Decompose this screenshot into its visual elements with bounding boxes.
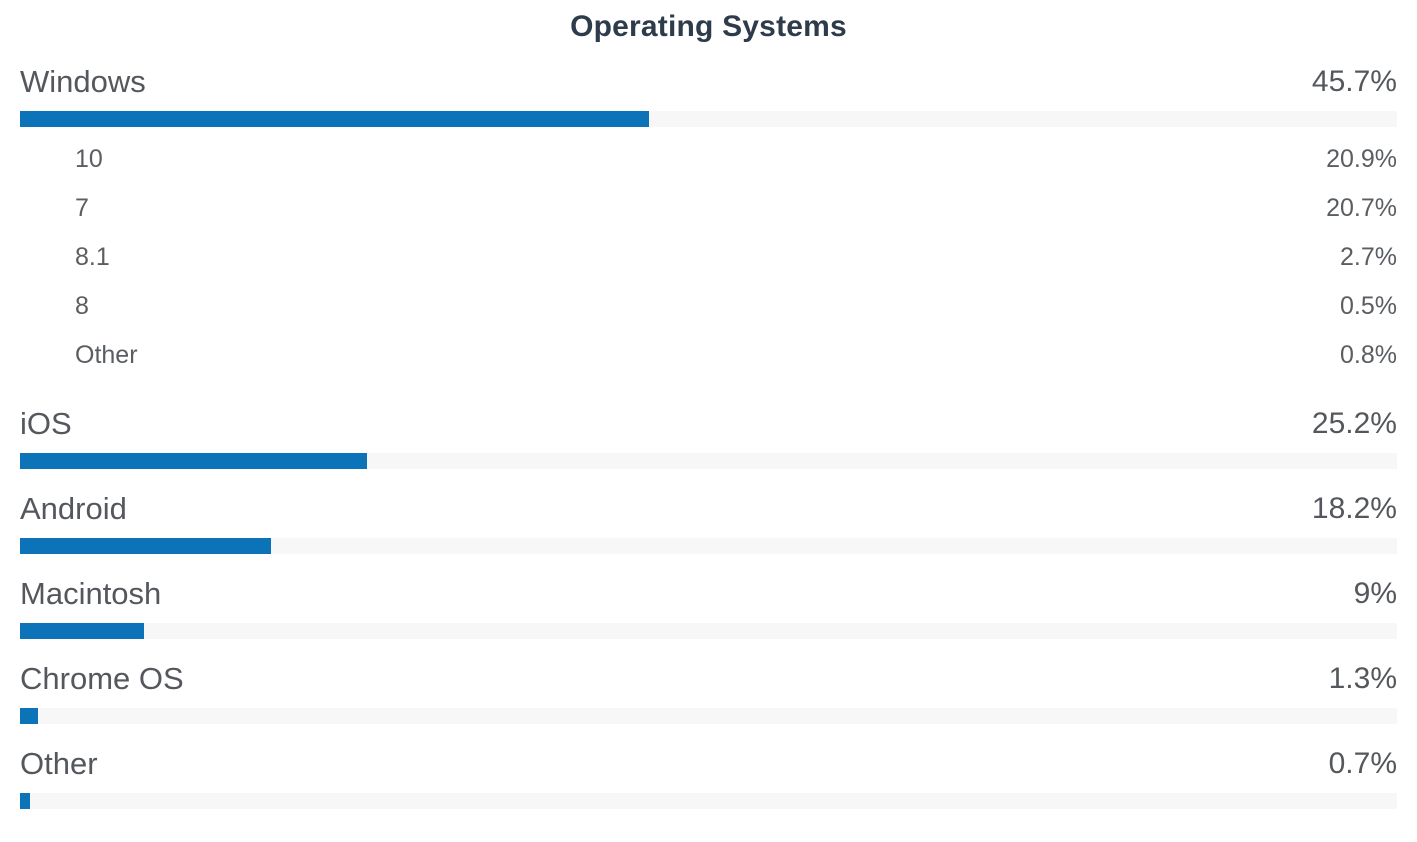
os-version-label: 7 <box>75 194 89 222</box>
bar-track <box>20 111 1397 127</box>
os-version-list: 10 20.9% 7 20.7% 8.1 2.7% 8 0.5% Other 0… <box>20 135 1397 380</box>
os-percent: 9% <box>1353 577 1397 610</box>
bar-track <box>20 453 1397 469</box>
os-version-row: 7 20.7% <box>20 184 1397 233</box>
os-row-header: Macintosh 9% <box>20 572 1397 616</box>
os-row-group: iOS 25.2% <box>20 402 1397 469</box>
os-version-label: 10 <box>75 145 103 173</box>
os-row-header: Other 0.7% <box>20 742 1397 786</box>
os-row-header: iOS 25.2% <box>20 402 1397 446</box>
os-version-label: 8.1 <box>75 243 110 271</box>
os-percent: 0.7% <box>1328 747 1397 780</box>
os-row-group: Windows 45.7% 10 20.9% 7 20.7% 8.1 2.7% … <box>20 60 1397 380</box>
bar-track <box>20 623 1397 639</box>
bar-fill <box>20 111 650 127</box>
os-percent: 45.7% <box>1311 65 1397 98</box>
os-version-percent: 0.8% <box>1340 341 1397 369</box>
os-breakdown-chart: Operating Systems Windows 45.7% 10 20.9%… <box>0 10 1417 809</box>
os-row-header: Windows 45.7% <box>20 60 1397 104</box>
bar-fill <box>20 793 30 809</box>
os-row-group: Chrome OS 1.3% <box>20 657 1397 724</box>
os-row-header: Chrome OS 1.3% <box>20 657 1397 701</box>
bar-fill <box>20 708 38 724</box>
os-version-percent: 20.9% <box>1326 145 1397 173</box>
os-row-group: Other 0.7% <box>20 742 1397 809</box>
os-label[interactable]: Windows <box>20 64 146 99</box>
os-version-row: Other 0.8% <box>20 331 1397 380</box>
bar-fill <box>20 538 271 554</box>
os-label[interactable]: Chrome OS <box>20 661 184 696</box>
bar-track <box>20 708 1397 724</box>
os-version-row: 10 20.9% <box>20 135 1397 184</box>
os-percent: 1.3% <box>1328 662 1397 695</box>
os-version-percent: 20.7% <box>1326 194 1397 222</box>
os-version-label: 8 <box>75 292 89 320</box>
os-percent: 18.2% <box>1311 492 1397 525</box>
os-row-group: Macintosh 9% <box>20 572 1397 639</box>
bar-track <box>20 793 1397 809</box>
os-version-row: 8.1 2.7% <box>20 233 1397 282</box>
os-row-group: Android 18.2% <box>20 487 1397 554</box>
os-percent: 25.2% <box>1311 407 1397 440</box>
bar-track <box>20 538 1397 554</box>
os-row-list: Windows 45.7% 10 20.9% 7 20.7% 8.1 2.7% … <box>20 60 1397 809</box>
os-version-row: 8 0.5% <box>20 282 1397 331</box>
os-label[interactable]: Macintosh <box>20 576 162 611</box>
os-row-header: Android 18.2% <box>20 487 1397 531</box>
bar-fill <box>20 453 367 469</box>
bar-fill <box>20 623 144 639</box>
os-version-label: Other <box>75 341 138 369</box>
os-label[interactable]: Other <box>20 746 98 781</box>
os-label[interactable]: Android <box>20 491 127 526</box>
os-label[interactable]: iOS <box>20 406 72 441</box>
chart-title: Operating Systems <box>570 10 847 43</box>
os-version-percent: 2.7% <box>1340 243 1397 271</box>
os-version-percent: 0.5% <box>1340 292 1397 320</box>
